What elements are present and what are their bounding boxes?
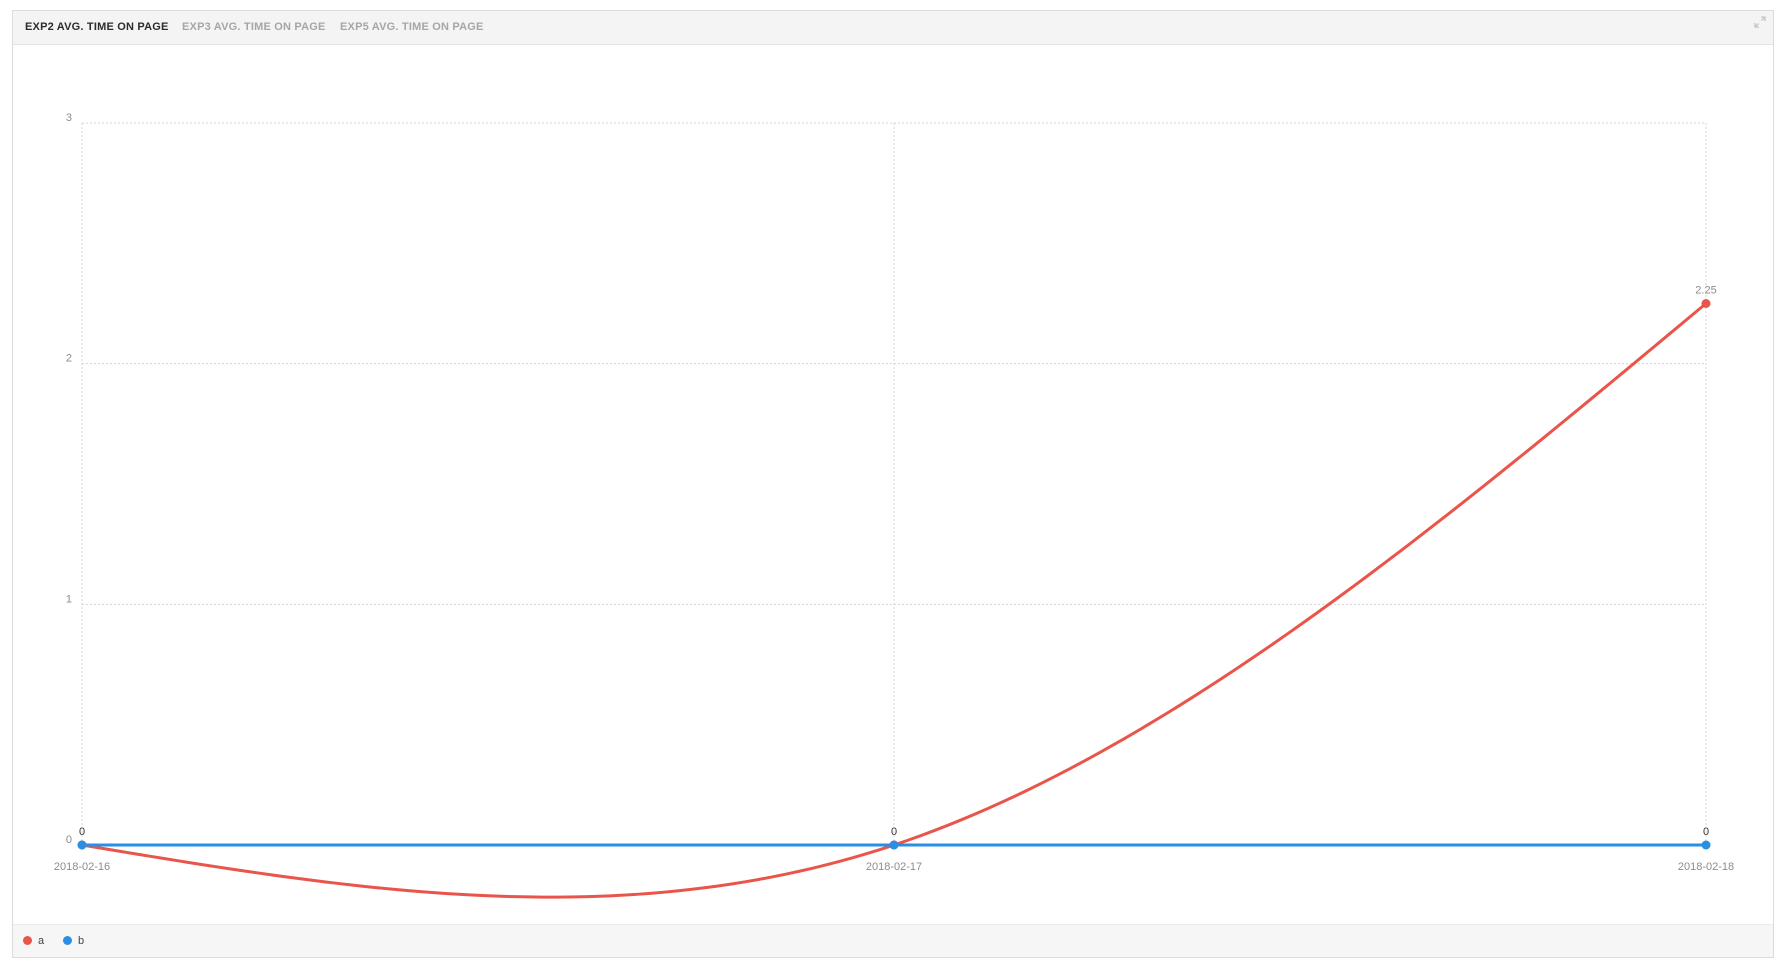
chart-area: 0 1 2 3 2018-02-16 2018-02-17 2018-02-18 2.25 0 0… (13, 45, 1775, 925)
data-label-a: 2.25 (1695, 285, 1716, 297)
data-point-a (1701, 299, 1711, 308)
legend-item-b[interactable]: b (63, 925, 84, 957)
data-label-b: 0 (891, 826, 897, 838)
legend-label-a: a (38, 935, 45, 947)
legend: a b (13, 924, 1773, 957)
chart-panel: EXP2 AVG. TIME ON PAGE EXP3 AVG. TIME ON… (12, 10, 1774, 958)
tab-exp3-avg-time-on-page[interactable]: EXP3 AVG. TIME ON PAGE (182, 21, 326, 33)
data-point-b (1701, 840, 1711, 850)
data-point-b (77, 840, 87, 850)
tab-exp2-avg-time-on-page[interactable]: EXP2 AVG. TIME ON PAGE (25, 21, 169, 33)
data-point-b (889, 840, 899, 850)
tab-bar: EXP2 AVG. TIME ON PAGE EXP3 AVG. TIME ON… (13, 11, 1773, 45)
y-tick-label: 3 (66, 112, 72, 124)
expand-icon[interactable] (1753, 15, 1767, 29)
x-tick-label: 2018-02-17 (866, 861, 922, 873)
data-label-b: 0 (1703, 826, 1709, 838)
x-tick-label: 2018-02-16 (54, 861, 110, 873)
legend-swatch-b (63, 935, 72, 945)
legend-swatch-a (23, 935, 32, 945)
tab-exp5-avg-time-on-page[interactable]: EXP5 AVG. TIME ON PAGE (340, 21, 484, 33)
x-tick-label: 2018-02-18 (1678, 861, 1734, 873)
y-tick-label: 0 (66, 834, 72, 846)
legend-label-b: b (78, 935, 85, 947)
data-label-b: 0 (79, 826, 85, 838)
y-tick-label: 1 (66, 593, 72, 605)
y-tick-label: 2 (66, 353, 72, 365)
legend-item-a[interactable]: a (23, 925, 44, 957)
